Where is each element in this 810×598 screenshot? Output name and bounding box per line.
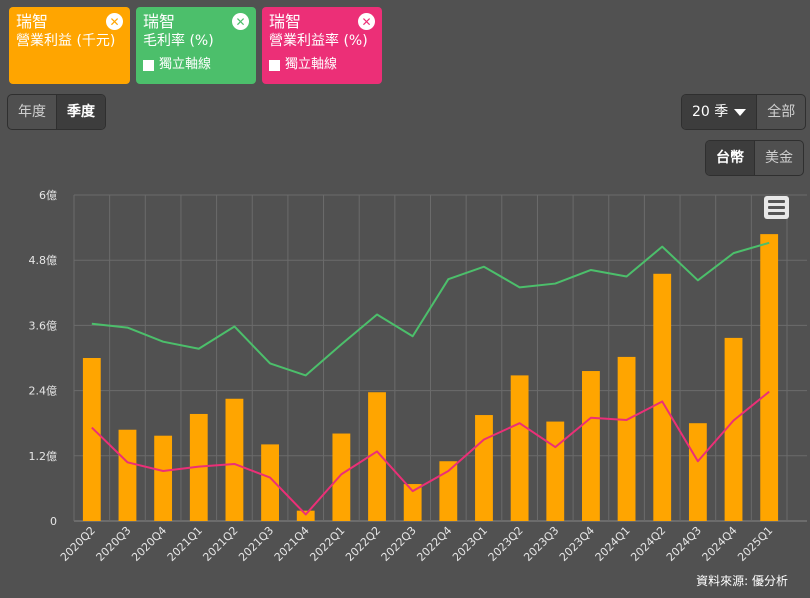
- independent-axis-label: 獨立軸線: [285, 57, 338, 72]
- bar: [154, 435, 173, 521]
- y-tick-label: 3.6億: [29, 319, 58, 332]
- range-dropdown[interactable]: 20 季: [682, 95, 758, 129]
- legend-metric: 營業利益 (千元): [16, 33, 116, 49]
- x-tick-label: 2023Q3: [521, 524, 561, 564]
- close-icon[interactable]: ✕: [106, 13, 123, 30]
- twd-button[interactable]: 台幣: [706, 141, 755, 175]
- y-tick-label: 0: [50, 515, 57, 528]
- x-tick-label: 2021Q4: [272, 524, 312, 564]
- close-icon[interactable]: ✕: [232, 13, 249, 30]
- bar: [439, 461, 458, 521]
- bar: [617, 356, 636, 521]
- bar: [225, 398, 244, 521]
- x-tick-label: 2022Q2: [343, 524, 383, 564]
- x-tick-label: 2020Q3: [94, 524, 134, 564]
- independent-axis-toggle[interactable]: 獨立軸線: [143, 56, 249, 74]
- bar: [368, 392, 386, 521]
- period-toggle: 年度 季度: [7, 94, 106, 130]
- legend-metric: 營業利益率 (%): [269, 33, 368, 49]
- x-tick-label: 2024Q3: [664, 524, 704, 564]
- bar: [724, 337, 743, 521]
- x-tick-label: 2024Q1: [593, 524, 633, 564]
- bar: [475, 415, 493, 521]
- legend-company: 瑞智: [16, 12, 49, 31]
- series-line: [91, 390, 770, 516]
- chevron-down-icon: [734, 108, 747, 116]
- x-tick-label: 2021Q3: [236, 524, 276, 564]
- legend-company: 瑞智: [143, 12, 176, 31]
- bar: [118, 429, 137, 521]
- close-icon[interactable]: ✕: [358, 13, 375, 30]
- y-tick-label: 1.2億: [29, 450, 58, 463]
- bar: [403, 484, 422, 521]
- x-tick-label: 2024Q4: [700, 524, 740, 564]
- x-tick-label: 2023Q4: [557, 524, 597, 564]
- all-range-button[interactable]: 全部: [767, 104, 796, 120]
- legend-item-gross-margin[interactable]: 瑞智 毛利率 (%) 獨立軸線 ✕: [136, 7, 256, 84]
- bar: [296, 510, 315, 521]
- bar: [546, 421, 565, 521]
- legend-metric: 毛利率 (%): [143, 33, 214, 49]
- bar: [510, 375, 529, 521]
- legend-item-operating-margin[interactable]: 瑞智 營業利益率 (%) 獨立軸線 ✕: [262, 7, 382, 84]
- x-tick-label: 2021Q1: [165, 524, 205, 564]
- independent-axis-toggle[interactable]: 獨立軸線: [269, 56, 375, 74]
- x-tick-label: 2020Q2: [58, 524, 98, 564]
- bar: [582, 371, 600, 521]
- usd-button[interactable]: 美金: [765, 150, 793, 166]
- x-tick-label: 2024Q2: [628, 524, 668, 564]
- x-tick-label: 2022Q1: [307, 524, 347, 564]
- x-tick-label: 2021Q2: [200, 524, 240, 564]
- range-selector: 20 季 全部: [681, 94, 807, 130]
- independent-axis-label: 獨立軸線: [159, 57, 212, 72]
- data-source: 資料來源: 優分析: [696, 574, 788, 588]
- legend-item-operating-income[interactable]: 瑞智 營業利益 (千元) ✕: [9, 7, 130, 84]
- checkbox-icon[interactable]: [143, 59, 154, 71]
- series-line: [91, 241, 770, 377]
- quarterly-button[interactable]: 季度: [57, 95, 105, 129]
- bar: [332, 433, 351, 521]
- range-selected: 20 季: [692, 104, 729, 120]
- x-tick-label: 2023Q1: [450, 524, 490, 564]
- bar: [261, 444, 279, 521]
- x-tick-label: 2022Q3: [379, 524, 419, 564]
- x-tick-label: 2023Q2: [486, 524, 526, 564]
- y-tick-label: 4.8億: [29, 254, 58, 267]
- bar: [82, 358, 101, 521]
- bar: [760, 234, 779, 521]
- y-tick-label: 2.4億: [29, 385, 58, 398]
- checkbox-icon[interactable]: [269, 59, 280, 71]
- annual-button[interactable]: 年度: [8, 95, 57, 129]
- x-tick-label: 2022Q4: [414, 524, 454, 564]
- x-tick-label: 2025Q1: [735, 524, 775, 564]
- bar: [688, 423, 707, 521]
- legend-company: 瑞智: [269, 12, 302, 31]
- currency-toggle: 台幣 美金: [705, 140, 804, 176]
- x-tick-label: 2020Q4: [129, 524, 169, 564]
- chart-menu-icon[interactable]: [764, 196, 789, 219]
- y-tick-label: 6億: [39, 189, 57, 202]
- bar: [653, 273, 672, 521]
